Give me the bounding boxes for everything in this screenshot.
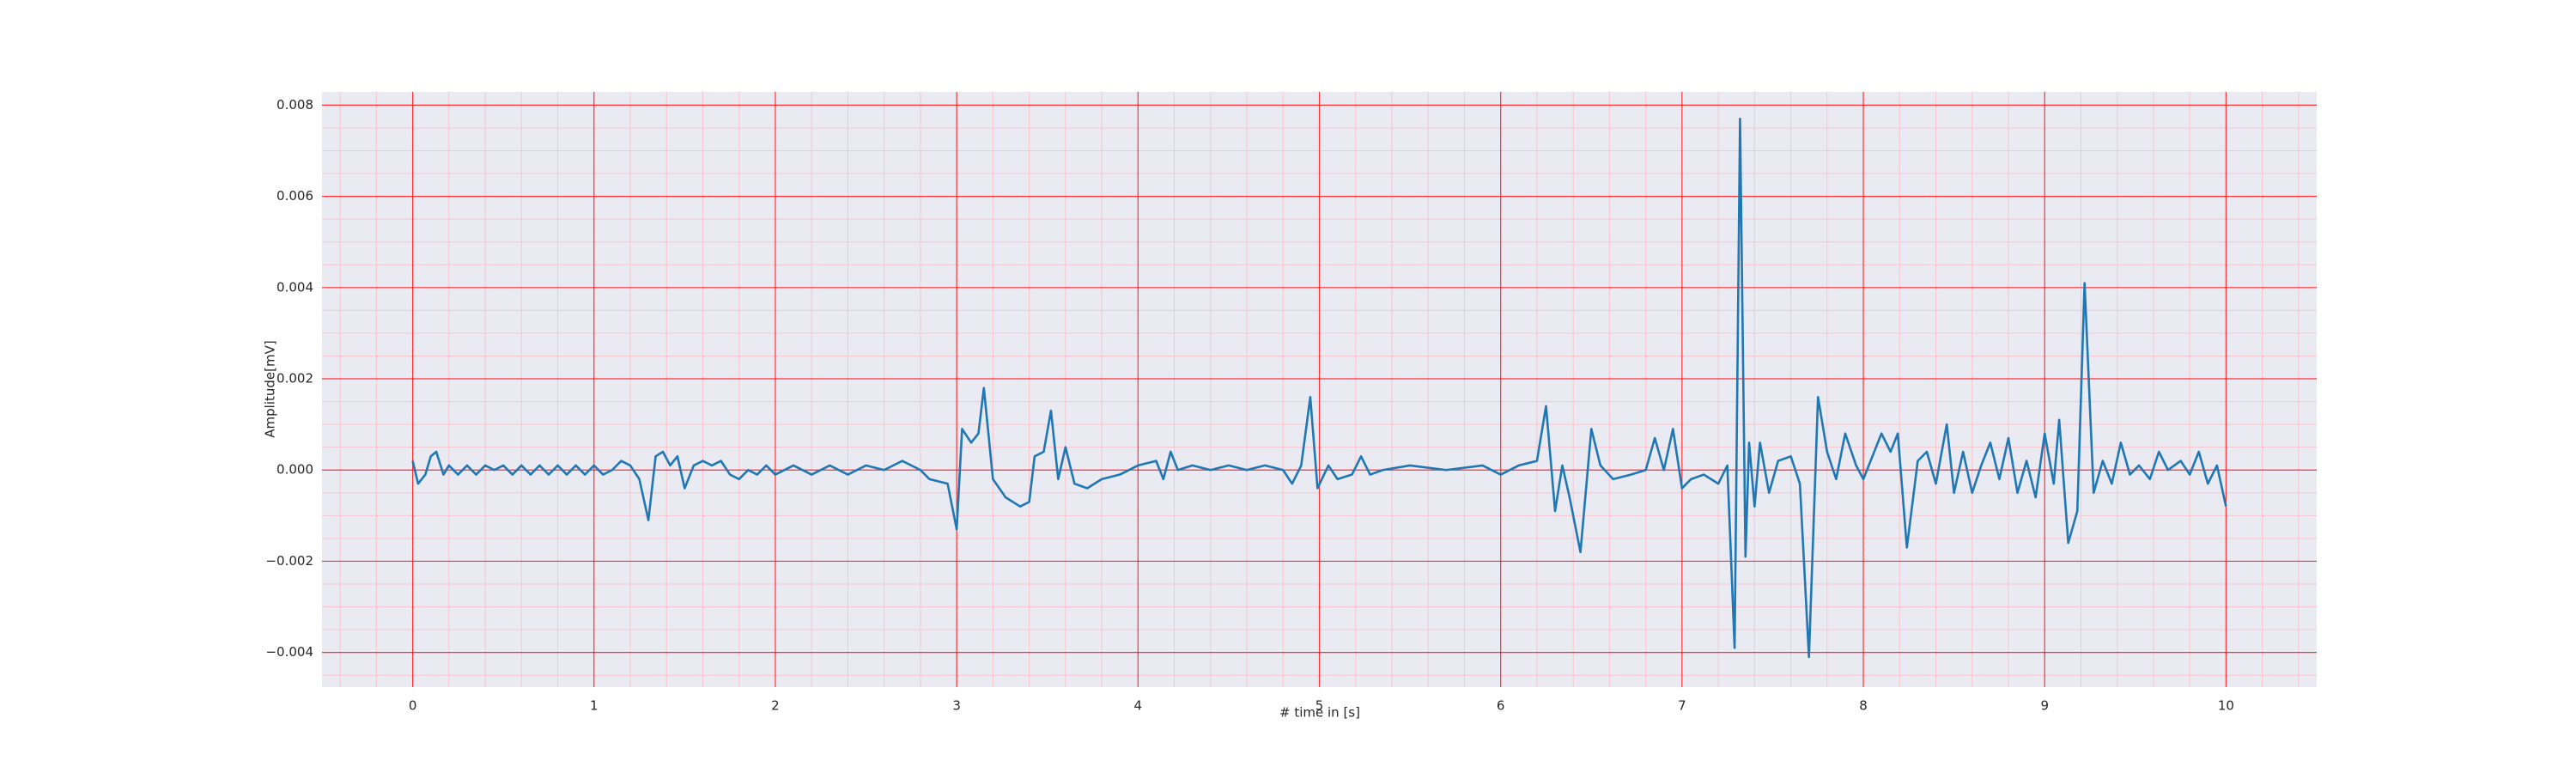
major-grid	[322, 92, 2317, 687]
y-tick-label: 0.000	[276, 462, 313, 478]
x-tick-label: 1	[590, 698, 598, 714]
x-tick-label: 7	[1678, 698, 1686, 714]
y-tick-label: −0.004	[265, 644, 313, 660]
x-tick-label: 0	[409, 698, 417, 714]
y-tick-label: 0.002	[276, 371, 313, 386]
y-axis-label: Amplitude[mV]	[263, 340, 278, 437]
y-tick-label: 0.004	[276, 279, 313, 295]
x-tick-label: 8	[1859, 698, 1868, 714]
x-tick-label: 4	[1134, 698, 1143, 714]
y-tick-label: 0.006	[276, 188, 313, 204]
y-tick-label: −0.002	[265, 553, 313, 569]
y-tick-label: 0.008	[276, 97, 313, 113]
x-tick-label: 10	[2218, 698, 2234, 714]
x-tick-label: 5	[1315, 698, 1324, 714]
x-tick-label: 9	[2040, 698, 2049, 714]
signal-line	[411, 118, 2227, 659]
x-tick-label: 2	[771, 698, 780, 714]
x-axis-label: # time in [s]	[1279, 705, 1360, 721]
x-tick-label: 3	[952, 698, 961, 714]
x-tick-label: 6	[1497, 698, 1505, 714]
